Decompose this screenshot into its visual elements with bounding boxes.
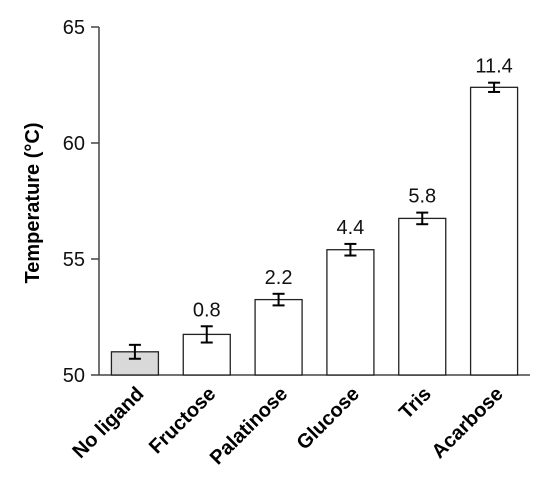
y-tick-label-3: 65 [63, 17, 85, 39]
data-label-1: 0.8 [193, 299, 221, 321]
data-label-2: 2.2 [265, 267, 293, 289]
bar-2 [254, 298, 303, 376]
bars [110, 86, 519, 376]
data-labels: 0.8 2.2 4.4 5.8 11.4 [193, 56, 513, 322]
category-label-5: Acarbose [428, 383, 508, 463]
y-tick-label-2: 60 [63, 133, 85, 155]
y-axis-title: Temperature (°C) [22, 123, 44, 284]
bar-5 [469, 86, 519, 376]
bar-3 [326, 249, 375, 376]
category-label-4: Tris [395, 383, 436, 424]
bar-4 [398, 217, 447, 376]
y-tick-label-0: 50 [63, 365, 85, 387]
y-tick-label-1: 55 [63, 249, 85, 271]
category-label-2: Palatinose [206, 383, 292, 469]
category-label-3: Glucose [293, 383, 364, 454]
y-axis: 50 55 60 65 [63, 17, 530, 387]
data-label-5: 11.4 [475, 56, 512, 78]
category-label-1: Fructose [145, 383, 220, 458]
data-label-4: 5.8 [408, 186, 436, 208]
category-label-0: No ligand [68, 383, 148, 463]
error-bars [128, 81, 501, 360]
data-label-3: 4.4 [337, 217, 365, 239]
